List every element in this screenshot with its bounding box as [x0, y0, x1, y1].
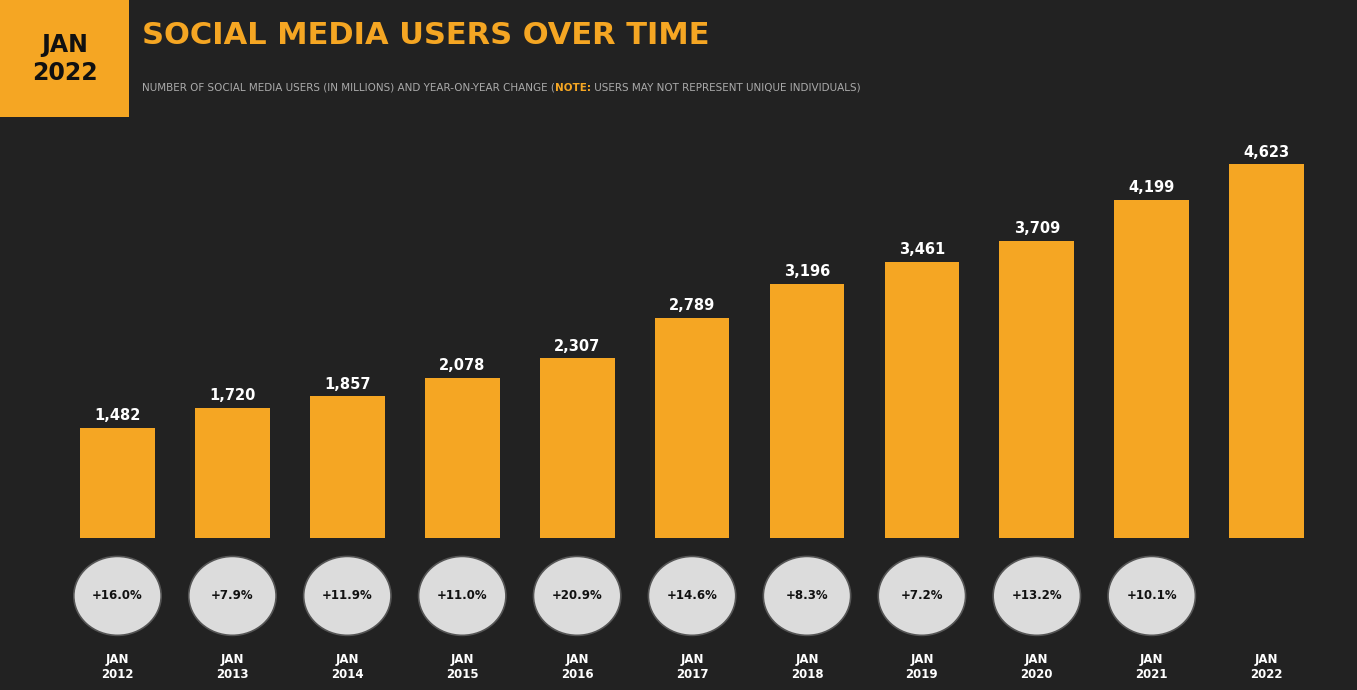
Ellipse shape: [764, 556, 851, 635]
Text: +10.1%: +10.1%: [1126, 589, 1177, 602]
Text: 4,199: 4,199: [1129, 180, 1175, 195]
Bar: [1000, 241, 1075, 552]
Text: +11.9%: +11.9%: [322, 589, 373, 602]
Text: 4,623: 4,623: [1243, 145, 1289, 159]
Text: JAN
2012: JAN 2012: [102, 653, 134, 681]
Text: JAN
2013: JAN 2013: [216, 653, 248, 681]
Text: NUMBER OF SOCIAL MEDIA USERS (IN MILLIONS) AND YEAR-ON-YEAR CHANGE (: NUMBER OF SOCIAL MEDIA USERS (IN MILLION…: [142, 83, 555, 93]
Bar: [1114, 200, 1189, 552]
Text: 2,078: 2,078: [440, 358, 486, 373]
Text: 1,720: 1,720: [209, 388, 255, 403]
Bar: [309, 396, 384, 552]
Text: SOCIAL MEDIA USERS OVER TIME: SOCIAL MEDIA USERS OVER TIME: [142, 21, 710, 50]
Text: 1,857: 1,857: [324, 377, 370, 392]
Text: 1,482: 1,482: [94, 408, 141, 423]
Ellipse shape: [533, 556, 620, 635]
Text: 3,196: 3,196: [784, 264, 830, 279]
Text: JAN
2017: JAN 2017: [676, 653, 708, 681]
Text: JAN
2020: JAN 2020: [1020, 653, 1053, 681]
Bar: [1229, 164, 1304, 552]
Text: +11.0%: +11.0%: [437, 589, 487, 602]
Text: 3,461: 3,461: [898, 242, 944, 257]
Ellipse shape: [418, 556, 506, 635]
Text: NOTE:: NOTE:: [555, 83, 592, 93]
Text: JAN
2019: JAN 2019: [905, 653, 938, 681]
Ellipse shape: [878, 556, 966, 635]
Ellipse shape: [649, 556, 735, 635]
Bar: [80, 428, 155, 552]
Text: 2,789: 2,789: [669, 299, 715, 313]
Bar: [425, 377, 499, 552]
Ellipse shape: [189, 556, 275, 635]
Text: JAN
2014: JAN 2014: [331, 653, 364, 681]
Ellipse shape: [993, 556, 1080, 635]
Text: USERS MAY NOT REPRESENT UNIQUE INDIVIDUALS): USERS MAY NOT REPRESENT UNIQUE INDIVIDUA…: [592, 83, 860, 93]
Bar: [195, 408, 270, 552]
Bar: [654, 318, 730, 552]
Ellipse shape: [304, 556, 391, 635]
Bar: [885, 262, 959, 552]
Text: 2,307: 2,307: [554, 339, 600, 354]
Text: +14.6%: +14.6%: [666, 589, 718, 602]
Text: +7.9%: +7.9%: [212, 589, 254, 602]
Bar: [540, 359, 615, 552]
Ellipse shape: [1109, 556, 1196, 635]
Text: +7.2%: +7.2%: [901, 589, 943, 602]
Text: +13.2%: +13.2%: [1011, 589, 1063, 602]
Text: +16.0%: +16.0%: [92, 589, 142, 602]
Text: JAN
2022: JAN 2022: [31, 32, 98, 85]
Text: JAN
2021: JAN 2021: [1136, 653, 1168, 681]
Ellipse shape: [73, 556, 161, 635]
Bar: [769, 284, 844, 552]
Text: JAN
2018: JAN 2018: [791, 653, 824, 681]
Text: JAN
2022: JAN 2022: [1250, 653, 1282, 681]
Text: +8.3%: +8.3%: [786, 589, 828, 602]
Text: JAN
2016: JAN 2016: [560, 653, 593, 681]
Text: JAN
2015: JAN 2015: [446, 653, 479, 681]
Text: 3,709: 3,709: [1014, 221, 1060, 236]
Text: +20.9%: +20.9%: [552, 589, 603, 602]
